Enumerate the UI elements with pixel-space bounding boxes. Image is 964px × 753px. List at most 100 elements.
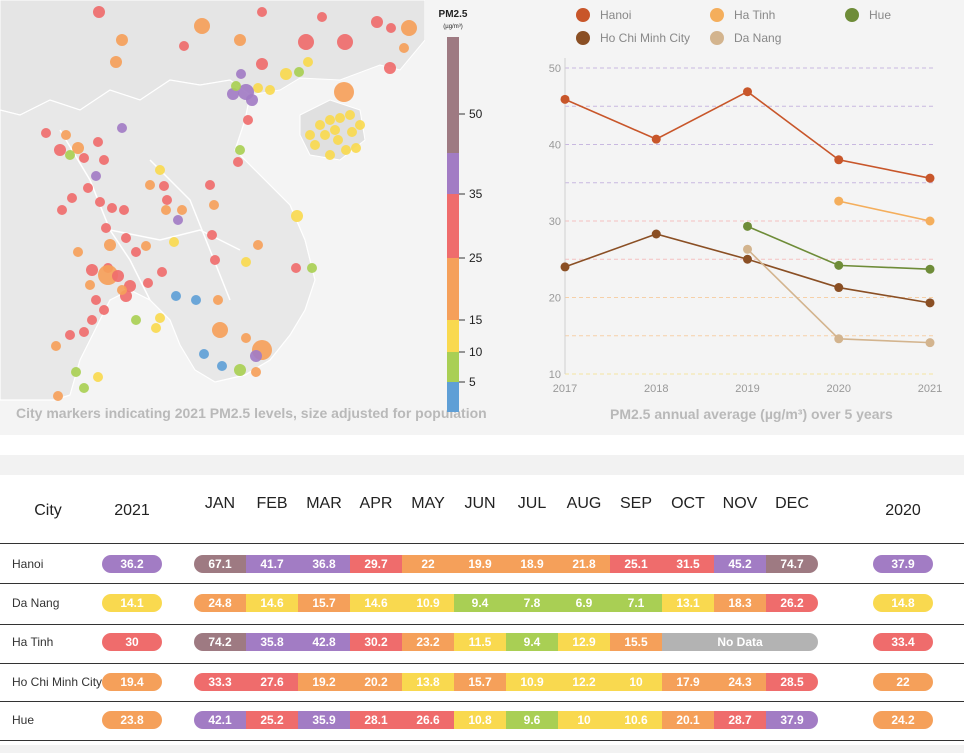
- month-value: 27.6: [246, 673, 298, 691]
- row-divider: [0, 543, 964, 544]
- data-point: [834, 155, 844, 165]
- y-tick-label: 50: [549, 63, 561, 75]
- city-marker: [334, 82, 354, 102]
- city-marker: [310, 140, 320, 150]
- city-marker: [117, 285, 127, 295]
- row-divider: [0, 624, 964, 625]
- header-month: FEB: [256, 495, 288, 512]
- month-value: 19.9: [454, 555, 506, 573]
- month-value: 74.7: [766, 555, 818, 573]
- city-marker: [110, 56, 122, 68]
- month-value: 30.2: [350, 633, 402, 651]
- city-marker: [294, 67, 304, 77]
- data-point: [925, 338, 935, 348]
- city-marker: [93, 137, 103, 147]
- month-value: 15.7: [298, 594, 350, 612]
- city-name: Ho Chi Minh City: [12, 675, 103, 689]
- city-marker: [212, 322, 228, 338]
- month-value: 42.8: [298, 633, 350, 651]
- city-marker: [320, 130, 330, 140]
- city-marker: [325, 150, 335, 160]
- month-value: 23.2: [402, 633, 454, 651]
- month-value: 10.8: [454, 711, 506, 729]
- header-month: MAR: [306, 495, 342, 512]
- legend-label: Ho Chi Minh City: [600, 31, 690, 45]
- city-marker: [131, 315, 141, 325]
- series-lines: [560, 87, 935, 348]
- value-2020: 14.8: [873, 594, 933, 612]
- city-marker: [347, 127, 357, 137]
- month-value: 6.9: [558, 594, 610, 612]
- month-value: 11.5: [454, 633, 506, 651]
- month-value: 15.7: [454, 673, 506, 691]
- data-point: [743, 244, 752, 254]
- no-data-cell: No Data: [662, 633, 818, 651]
- city-marker: [177, 205, 187, 215]
- header-month: JUN: [464, 495, 496, 512]
- legend-segment: [447, 382, 459, 412]
- legend-unit: (µg/m³): [443, 24, 462, 30]
- city-marker: [145, 180, 155, 190]
- legend-segment: [447, 352, 459, 382]
- month-value: 24.8: [194, 594, 246, 612]
- city-marker: [119, 205, 129, 215]
- city-marker: [330, 125, 340, 135]
- legend-tick-label: 15: [469, 313, 483, 327]
- header-month: NOV: [722, 495, 758, 512]
- legend-segment: [447, 194, 459, 258]
- city-marker: [73, 247, 83, 257]
- legend-segment: [447, 153, 459, 194]
- month-value: 45.2: [714, 555, 766, 573]
- data-point: [743, 221, 752, 231]
- city-marker: [98, 265, 118, 285]
- city-marker: [57, 205, 67, 215]
- city-marker: [99, 305, 109, 315]
- city-marker: [162, 195, 172, 205]
- city-marker: [253, 240, 263, 250]
- grid-lines: [564, 58, 934, 375]
- month-value: 10: [610, 673, 662, 691]
- city-marker: [91, 295, 101, 305]
- city-marker: [341, 145, 351, 155]
- month-value: 28.5: [766, 673, 818, 691]
- city-marker: [61, 130, 71, 140]
- month-value: 20.1: [662, 711, 714, 729]
- city-marker: [325, 115, 335, 125]
- city-marker: [141, 241, 151, 251]
- month-value: 9.4: [506, 633, 558, 651]
- month-value: 14.6: [350, 594, 402, 612]
- city-marker: [241, 333, 251, 343]
- data-point: [560, 94, 570, 104]
- month-value: 10: [558, 711, 610, 729]
- city-marker: [399, 43, 409, 53]
- city-marker: [155, 313, 165, 323]
- value-2020: 37.9: [873, 555, 933, 573]
- city-marker: [79, 383, 89, 393]
- legend-label: Ha Tinh: [734, 8, 775, 22]
- city-marker: [213, 295, 223, 305]
- value-2020: 22: [873, 673, 933, 691]
- city-marker: [72, 142, 84, 154]
- month-value: 21.8: [558, 555, 610, 573]
- border-line-c: [109, 229, 241, 251]
- header-month: MAY: [411, 495, 445, 512]
- month-value: 12.2: [558, 673, 610, 691]
- city-marker: [386, 23, 396, 33]
- city-marker: [234, 34, 246, 46]
- city-marker: [401, 20, 417, 36]
- city-marker: [191, 295, 201, 305]
- city-marker: [124, 280, 136, 292]
- city-marker: [54, 144, 66, 156]
- month-value: 10.9: [402, 594, 454, 612]
- city-marker: [155, 165, 165, 175]
- legend-swatch: [710, 8, 724, 22]
- series-line: [838, 200, 931, 222]
- city-marker: [233, 157, 243, 167]
- month-value: 7.8: [506, 594, 558, 612]
- header-2021: 2021: [114, 502, 150, 519]
- city-marker: [79, 327, 89, 337]
- city-marker: [265, 85, 275, 95]
- city-marker: [151, 323, 161, 333]
- chart-legend: Hanoi Ha Tinh Hue Ho Chi Minh City Da Nang: [576, 8, 891, 45]
- value-2020: 33.4: [873, 633, 933, 651]
